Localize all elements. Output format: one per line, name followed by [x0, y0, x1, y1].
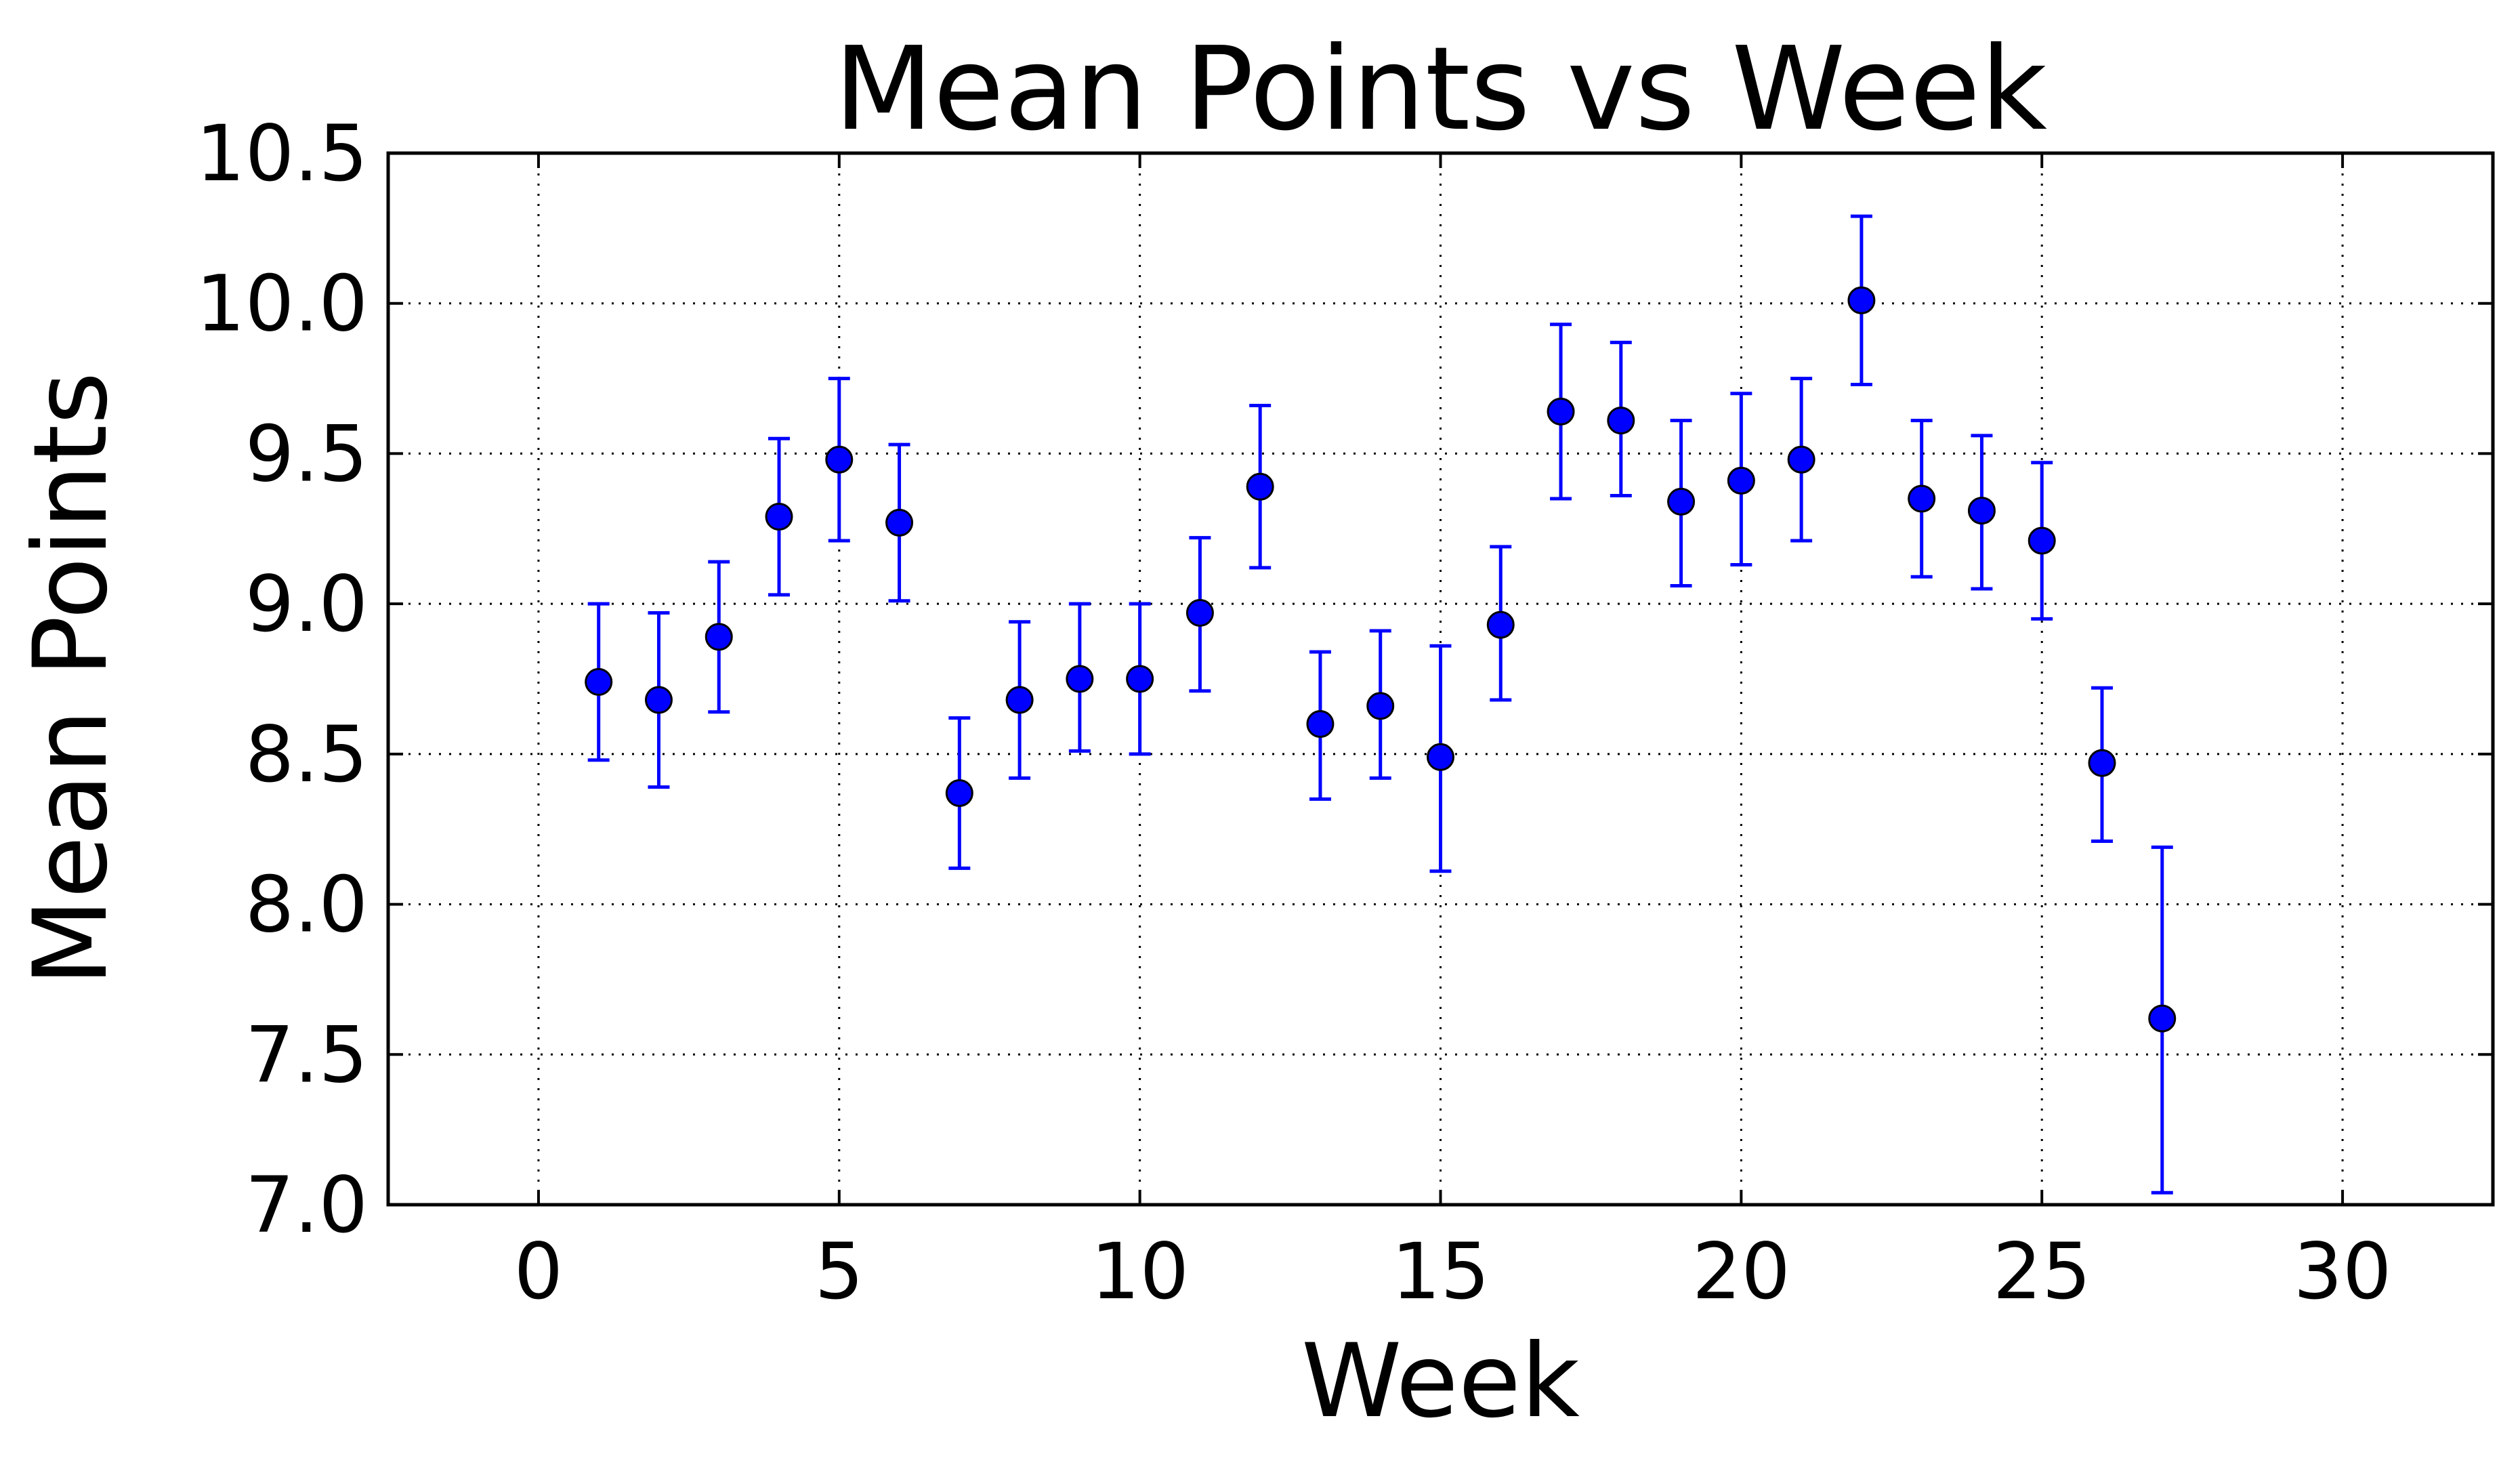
x-tick-label: 25	[1993, 1226, 2091, 1317]
x-tick-label: 5	[815, 1226, 864, 1317]
x-tick-label: 10	[1091, 1226, 1189, 1317]
data-point	[1126, 665, 1154, 693]
data-point	[1005, 686, 1034, 714]
y-tick-label: 9.0	[245, 559, 368, 649]
y-tick-label: 7.5	[245, 1010, 368, 1100]
data-point	[1667, 487, 1696, 516]
data-point	[1547, 397, 1575, 426]
data-point	[1185, 598, 1214, 627]
data-point	[1908, 484, 1936, 513]
y-tick-label: 10.5	[196, 108, 368, 199]
data-point	[1306, 710, 1335, 739]
data-point	[765, 503, 793, 531]
data-point	[1727, 466, 1755, 495]
data-point	[1787, 445, 1815, 474]
data-point	[1607, 407, 1635, 435]
data-point	[1366, 692, 1395, 720]
x-tick-labels: 0 5 10 15 20 25 30	[514, 1226, 2392, 1317]
y-tick-label: 8.0	[245, 860, 368, 950]
x-axis-label: Week	[1301, 1323, 1580, 1441]
data-point	[945, 779, 973, 808]
marker-layer	[585, 286, 2177, 1033]
data-point	[1246, 472, 1274, 501]
y-axis-label: Mean Points	[12, 372, 130, 987]
data-point	[885, 508, 914, 537]
x-tick-label: 15	[1391, 1226, 1490, 1317]
y-tick-label: 7.0	[245, 1160, 368, 1250]
data-point	[1967, 497, 1996, 525]
x-tick-label: 0	[514, 1226, 564, 1317]
data-point	[705, 623, 733, 651]
data-point	[644, 686, 673, 714]
data-point	[2088, 749, 2116, 777]
data-point	[2028, 526, 2056, 555]
data-point	[585, 667, 613, 696]
x-tick-label: 20	[1692, 1226, 1790, 1317]
y-tick-label: 10.0	[196, 259, 368, 349]
axis-ticks	[388, 152, 2493, 1206]
data-point	[2148, 1004, 2177, 1033]
y-tick-label: 9.5	[245, 409, 368, 499]
x-tick-label: 30	[2294, 1226, 2392, 1317]
data-point	[1847, 286, 1876, 314]
data-point	[1427, 743, 1454, 771]
y-tick-labels: 7.0 7.5 8.0 8.5 9.0 9.5 10.0 10.5	[196, 108, 368, 1250]
y-tick-label: 8.5	[245, 709, 368, 800]
data-point	[1066, 665, 1094, 693]
data-point	[1486, 610, 1515, 639]
chart-title: Mean Points vs Week	[834, 22, 2047, 157]
data-point	[825, 445, 854, 474]
